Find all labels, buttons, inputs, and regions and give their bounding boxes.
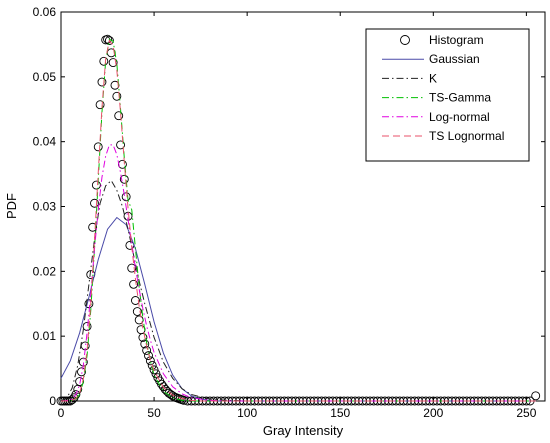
series-line-ts-lognormal [61,39,536,402]
legend-item-ts-gamma: TS-Gamma [382,91,491,105]
data-point [93,142,103,152]
data-point [140,339,150,349]
x-tick-label: 0 [58,406,65,420]
y-axis-label: PDF [4,193,19,219]
legend-label: Histogram [429,33,484,47]
data-point [121,192,131,202]
data-point [138,333,148,342]
data-point [99,56,109,66]
data-point [116,140,126,150]
legend-item-gaussian: Gaussian [382,52,480,66]
y-tick-label: 0.06 [33,5,57,19]
x-tick-label: 150 [330,406,350,420]
legend-label: TS Lognormal [429,129,504,143]
legend-label: K [429,71,437,85]
legend-item-k: K [382,71,437,85]
data-point [145,356,155,366]
y-tick-label: 0 [49,394,56,408]
y-tick-label: 0.04 [33,135,57,149]
data-point [114,111,124,121]
series-line-k [60,179,536,402]
legend-label: TS-Gamma [429,91,491,105]
data-point [108,58,118,68]
legend-item-ts-lognormal: TS Lognormal [382,129,504,143]
legend-label: Gaussian [429,52,480,66]
data-point [104,36,114,45]
x-axis-label: Gray Intensity [263,423,344,438]
y-tick-label: 0.01 [33,329,57,343]
series-line-log-normal [60,144,536,402]
data-point [84,299,94,309]
legend-box [365,28,530,162]
legend-marker [400,35,410,45]
data-point [119,174,129,184]
data-point [131,296,140,305]
data-point [77,367,86,377]
legend-label: Log-normal [429,110,490,124]
data-point [91,180,101,190]
data-point [97,77,107,87]
x-tick-label: 50 [147,406,161,420]
x-tick-label: 250 [516,406,536,420]
y-tick-label: 0.02 [33,264,57,278]
data-point [112,91,122,101]
legend-item-log-normal: Log-normal [382,110,490,124]
x-tick-label: 200 [423,406,443,420]
data-point [103,34,112,44]
y-tick-label: 0.05 [33,70,57,84]
legend: Histogram Gaussian K TS-Gamma Log-normal TS L… [365,28,530,162]
y-axis: 0 0.01 0.02 0.03 0.04 0.05 0.06 [33,5,545,408]
data-point [132,307,142,316]
data-point [127,263,137,273]
y-tick-label: 0.03 [33,200,57,214]
data-point [95,100,105,110]
x-tick-label: 100 [237,406,257,420]
data-point [531,391,541,401]
data-point [129,279,139,289]
series-layer [56,34,541,406]
data-point [144,351,153,361]
data-point [90,198,99,208]
legend-item-histogram: Histogram [400,33,484,47]
